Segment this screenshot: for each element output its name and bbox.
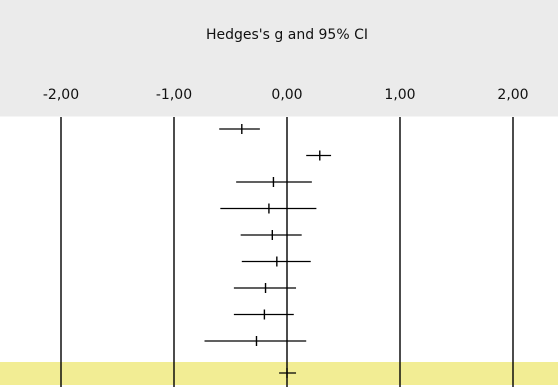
x-tick-label-0: -2,00 <box>43 87 79 103</box>
study-row-4 <box>220 203 317 214</box>
chart-title: Hedges's g and 95% CI <box>206 27 368 43</box>
x-tick-label-1: -1,00 <box>156 87 192 103</box>
grid-lines <box>60 117 514 387</box>
study-row-3 <box>236 177 312 187</box>
study-row-8 <box>233 309 294 320</box>
x-tick-label-3: 1,00 <box>384 87 415 103</box>
study-row-6 <box>241 256 311 267</box>
x-tick-label-2: 0,00 <box>271 87 302 103</box>
study-row-7 <box>233 283 297 293</box>
x-tick-labels: -2,00 -1,00 0,00 1,00 2,00 <box>43 87 529 103</box>
study-row-2 <box>306 150 332 161</box>
summary-band <box>0 362 558 385</box>
study-row-5 <box>240 230 302 240</box>
study-rows <box>204 124 332 346</box>
summary-mark <box>279 368 297 378</box>
study-row-1 <box>219 124 260 134</box>
plot-background <box>0 117 558 390</box>
study-row-9 <box>204 336 307 346</box>
header-background <box>0 0 558 117</box>
x-tick-label-4: 2,00 <box>497 87 528 103</box>
